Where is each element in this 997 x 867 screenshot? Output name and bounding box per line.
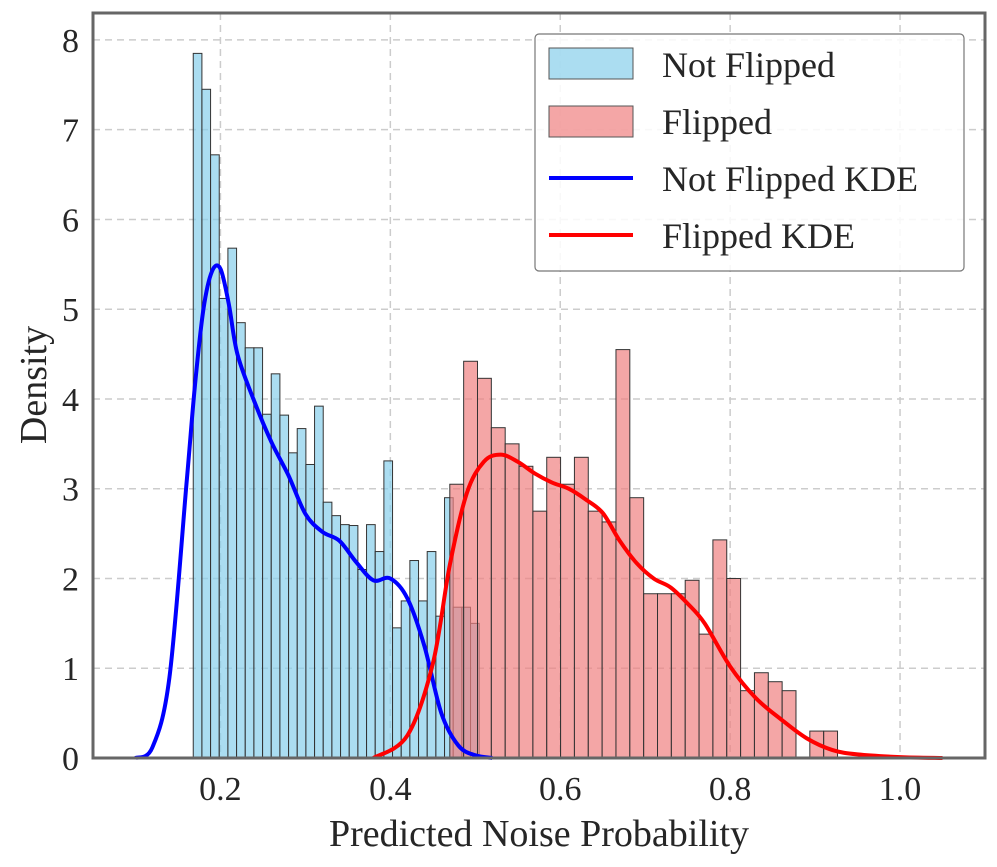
flipped-bar [573, 456, 589, 759]
not-flipped-bar [270, 373, 281, 759]
flipped-bar [546, 456, 562, 759]
flipped-bar [587, 510, 603, 759]
not-flipped-kde-line [134, 263, 493, 760]
legend-box [534, 33, 965, 272]
y-tick-label: 2 [62, 561, 79, 598]
not-flipped-bar [314, 405, 324, 759]
not-flipped-bar [305, 463, 316, 759]
not-flipped-bar [201, 88, 212, 759]
plot-frame [91, 11, 987, 760]
flipped-bar [601, 521, 617, 759]
not-flipped-bar [418, 600, 428, 759]
x-tick-label: 0.2 [199, 771, 242, 808]
not-flipped-bar [322, 501, 333, 759]
y-tick-label: 3 [62, 472, 79, 509]
y-tick-label: 4 [62, 382, 79, 419]
not-flipped-bar [262, 413, 272, 759]
not-flipped-bar [383, 460, 394, 759]
legend-swatch-not-flipped [548, 47, 634, 80]
x-tick-label: 0.8 [709, 771, 752, 808]
x-axis-label: Predicted Noise Probability [329, 813, 749, 855]
not-flipped-bar [357, 569, 368, 759]
legend-label-flipped: Flipped [662, 102, 772, 142]
flipped-bar [560, 483, 575, 759]
legend-label-flipped-kde: Flipped KDE [662, 216, 855, 256]
y-tick-label: 5 [62, 292, 79, 329]
flipped-bar [518, 465, 534, 759]
flipped-bar [532, 510, 548, 759]
x-tick-label: 1.0 [879, 771, 922, 808]
not-flipped-bars [192, 52, 480, 759]
flipped-bar [670, 593, 686, 759]
not-flipped-bar [210, 154, 220, 759]
flipped-bar [823, 730, 839, 759]
y-tick-label: 7 [62, 113, 79, 150]
flipped-bar [740, 690, 755, 759]
not-flipped-bar [288, 452, 298, 759]
flipped-bar [504, 443, 520, 759]
y-axis-label: Density [13, 326, 55, 444]
y-tick-label: 8 [62, 23, 79, 60]
kde-curves [134, 263, 943, 760]
x-tick-label: 0.6 [539, 771, 582, 808]
legend: Not Flipped Flipped Not Flipped KDE Flip… [534, 33, 965, 272]
y-tick-label: 0 [62, 741, 79, 778]
not-flipped-bar [236, 322, 246, 759]
flipped-bar [490, 427, 506, 759]
not-flipped-bar [366, 524, 376, 759]
not-flipped-bar [296, 428, 307, 759]
y-tick-label: 6 [62, 202, 79, 239]
not-flipped-bar [331, 515, 342, 759]
flipped-bar [698, 633, 714, 759]
legend-swatch-flipped [548, 105, 634, 138]
not-flipped-bar [340, 524, 350, 759]
not-flipped-bar [244, 347, 255, 759]
not-flipped-bar [392, 627, 402, 759]
flipped-bar [463, 360, 478, 759]
flipped-bar [629, 497, 645, 759]
flipped-bar [643, 593, 659, 759]
flipped-kde-line [372, 452, 943, 760]
not-flipped-bar [218, 297, 229, 759]
flipped-bar [657, 593, 672, 759]
tick-labels: 0.2 0.4 0.6 0.8 1.0 0 1 2 3 4 5 6 7 8 [62, 23, 921, 808]
x-tick-label: 0.4 [369, 771, 412, 808]
y-tick-label: 1 [62, 651, 79, 688]
legend-label-not-flipped: Not Flipped [662, 45, 835, 85]
flipped-bar [753, 672, 769, 759]
legend-label-not-flipped-kde: Not Flipped KDE [662, 159, 918, 199]
flipped-bar [476, 377, 492, 759]
